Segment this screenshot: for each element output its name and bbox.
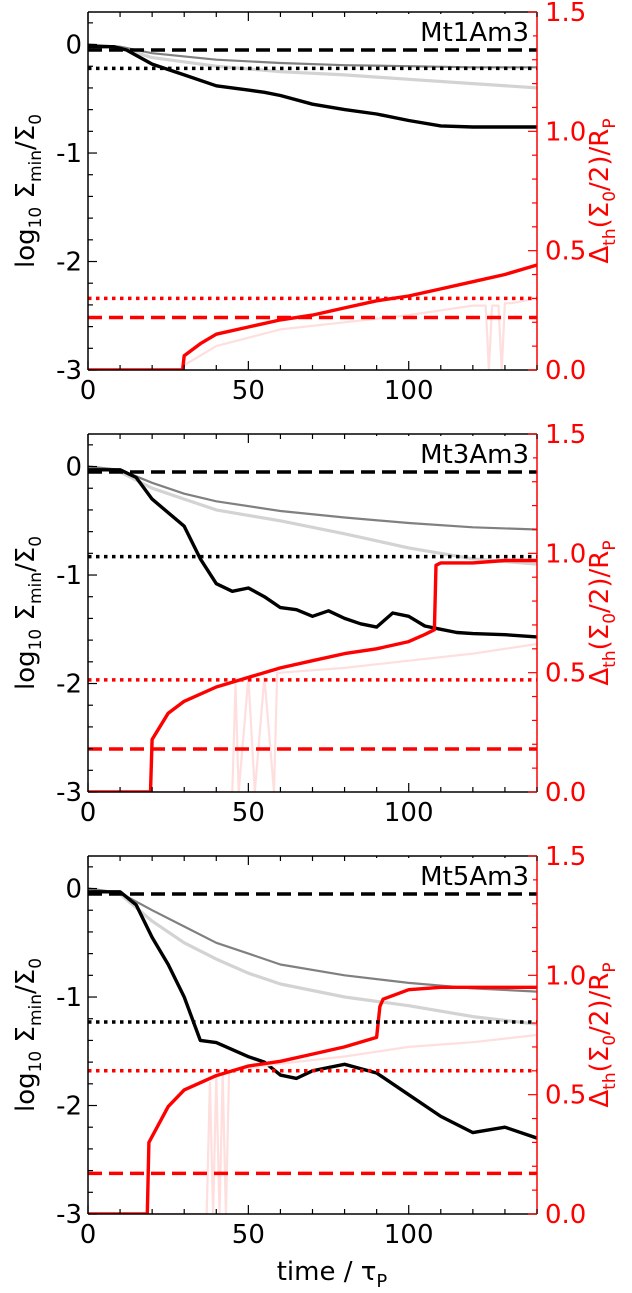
- series-line-4: [88, 642, 537, 792]
- y-tick-label-left: 0: [65, 453, 82, 483]
- series-line-5: [88, 558, 537, 792]
- panel-2: 0 50 100 -3 -2 -1 0 0.0 0.5 1.0 1.5 Mt3Am3 log10 Σmi…: [11, 420, 620, 828]
- series-line-2: [88, 465, 537, 531]
- y-tick-label-right: 0.5: [545, 1081, 586, 1111]
- panel-title: Mt5Am3: [420, 862, 529, 892]
- y-tick-label-right: 1.5: [545, 0, 586, 28]
- y-tick-label-right: 0.0: [545, 356, 586, 386]
- y-tick-label-right: 0.5: [545, 659, 586, 689]
- y-tick-label-left: -3: [56, 778, 82, 808]
- x-tick-label: 50: [232, 376, 265, 406]
- x-tick-label: 50: [232, 798, 265, 828]
- y-tick-label-left: 0: [65, 875, 82, 905]
- y-axis-label-left: log10 Σmin/Σ0: [11, 958, 46, 1112]
- y-tick-label-right: 1.5: [545, 420, 586, 450]
- series-line-2: [88, 887, 537, 993]
- y-axis-label-right: Δth(Σ0/2)/RP: [585, 540, 620, 685]
- y-tick-label-left: 0: [65, 31, 82, 61]
- y-axis-label-left: log10 Σmin/Σ0: [11, 536, 46, 690]
- x-tick-label: 0: [80, 376, 97, 406]
- series-line-4: [88, 1033, 537, 1214]
- x-tick-label: 50: [232, 1220, 265, 1250]
- y-axis-label-right: Δth(Σ0/2)/RP: [585, 962, 620, 1107]
- panel-1: 0 50 100 -3 -2 -1 0 0.0 0.5 1.0 1.5 Mt1Am3 log10 Σmi…: [11, 0, 620, 406]
- x-tick-label: 0: [80, 798, 97, 828]
- y-tick-label-right: 0.0: [545, 778, 586, 808]
- series-line-3: [88, 468, 537, 639]
- y-tick-label-right: 1.5: [545, 842, 586, 872]
- y-tick-label-left: -1: [56, 139, 82, 169]
- series-line-4: [88, 297, 537, 370]
- x-tick-label: 100: [384, 798, 434, 828]
- y-tick-label-left: -3: [56, 356, 82, 386]
- y-tick-label-left: -2: [56, 670, 82, 700]
- y-tick-label-right: 1.0: [545, 961, 586, 991]
- panel-title: Mt1Am3: [420, 18, 529, 48]
- x-axis-label: time / τP: [277, 1257, 388, 1292]
- series-line-5: [88, 985, 537, 1214]
- x-tick-label: 0: [80, 1220, 97, 1250]
- x-tick-label: 100: [384, 376, 434, 406]
- y-axis-label-right: Δth(Σ0/2)/RP: [585, 118, 620, 263]
- series-line-1: [88, 886, 537, 1026]
- y-tick-label-right: 1.0: [545, 117, 586, 147]
- y-tick-label-left: -1: [56, 561, 82, 591]
- panel-title: Mt3Am3: [420, 440, 529, 470]
- y-tick-label-left: -2: [56, 1092, 82, 1122]
- y-tick-label-left: -2: [56, 248, 82, 278]
- series-line-3: [88, 45, 537, 129]
- y-tick-label-right: 0.0: [545, 1200, 586, 1230]
- y-tick-label-left: -1: [56, 983, 82, 1013]
- y-axis-label-left: log10 Σmin/Σ0: [11, 114, 46, 268]
- y-tick-label-right: 1.0: [545, 539, 586, 569]
- y-tick-label-left: -3: [56, 1200, 82, 1230]
- y-tick-label-right: 0.5: [545, 237, 586, 267]
- series-line-5: [88, 263, 537, 370]
- panel-3: 0 50 100 -3 -2 -1 0 0.0 0.5 1.0 1.5 Mt5Am3 log10 Σmi…: [11, 842, 620, 1250]
- series-line-3: [88, 890, 537, 1140]
- x-tick-label: 100: [384, 1220, 434, 1250]
